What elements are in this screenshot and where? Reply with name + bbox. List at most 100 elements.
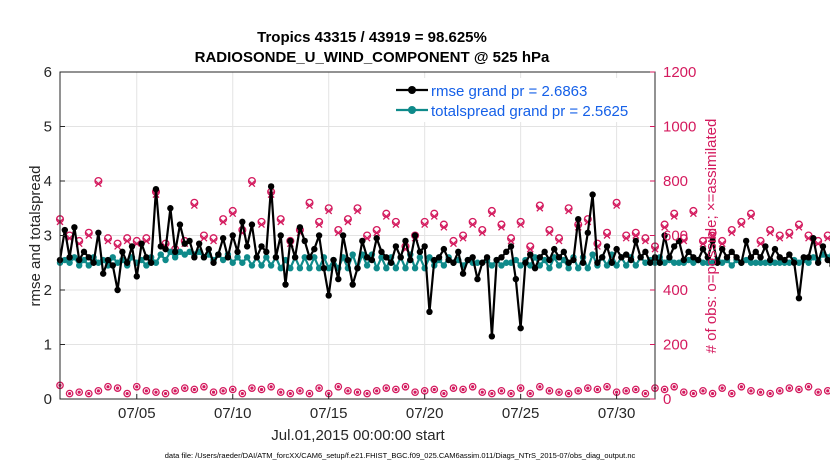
obs-assimilated-point	[450, 240, 457, 248]
obs-assimilated-point	[430, 212, 438, 220]
rmse-point	[311, 245, 318, 253]
rmse-point	[402, 237, 409, 245]
obs-low-assimilated-point	[567, 391, 571, 396]
rmse-point	[488, 333, 496, 340]
totalspread-point	[536, 262, 544, 269]
obs-assimilated-point	[785, 232, 793, 239]
obs-low-assimilated-point	[307, 391, 312, 396]
y2-tick-label: 1200	[663, 64, 696, 81]
obs-low-possible-point	[411, 388, 419, 397]
rmse-point	[728, 248, 735, 256]
obs-low-assimilated-point	[499, 389, 504, 393]
totalspread-point	[239, 259, 246, 266]
totalspread-point	[584, 265, 592, 272]
obs-assimilated-stroke	[219, 218, 227, 226]
rmse-point	[243, 243, 251, 250]
obs-assimilated-point	[123, 237, 131, 245]
obs-assimilated-stroke	[94, 180, 102, 188]
totalspread-point	[718, 259, 726, 266]
totalspread-point	[699, 259, 707, 266]
rmse-point	[162, 245, 169, 253]
rmse-point	[805, 254, 812, 261]
totalspread-point	[426, 254, 433, 261]
obs-low-possible-point	[334, 382, 343, 391]
obs-low-possible-point	[814, 388, 822, 397]
totalspread-point	[277, 265, 284, 272]
obs-low-possible-point	[152, 388, 160, 397]
obs-assimilated-stroke	[440, 223, 448, 231]
obs-low-possible-point	[94, 386, 103, 395]
obs-low-possible-point	[631, 385, 640, 394]
rmse-point	[248, 221, 256, 228]
totalspread-point	[267, 262, 275, 269]
obs-assimilated-point	[277, 218, 285, 226]
obs-low-assimilated-point	[758, 390, 763, 394]
obs-assimilated-stroke	[747, 212, 755, 220]
x-tick-label: 07/05	[118, 405, 156, 422]
rmse-point	[152, 185, 160, 193]
rmse-point	[656, 259, 663, 266]
rmse-point	[603, 243, 611, 250]
obs-low-possible-point	[123, 389, 132, 398]
legend-spread-label: totalspread grand pr = 2.5625	[431, 103, 628, 120]
obs-low-assimilated-point	[471, 385, 475, 389]
totalspread-point	[176, 248, 184, 256]
totalspread-point	[623, 262, 630, 269]
legend-spread-marker	[408, 106, 416, 114]
obs-assimilated-stroke	[805, 234, 813, 242]
obs-low-assimilated-point	[576, 389, 580, 393]
obs-low-possible-point	[535, 382, 544, 391]
obs-low-assimilated-point	[183, 386, 187, 390]
rmse-point	[176, 221, 184, 228]
totalspread-point	[392, 265, 400, 272]
rmse-point	[517, 324, 524, 332]
rmse-point	[397, 254, 404, 261]
rmse-point	[623, 251, 630, 258]
obs-assimilated-point	[670, 212, 678, 220]
x-tick-label: 07/15	[310, 405, 348, 422]
obs-assimilated-stroke	[565, 207, 573, 215]
obs-low-possible-point	[526, 389, 535, 398]
rmse-point	[114, 286, 121, 294]
rmse-point	[776, 254, 783, 261]
obs-assimilated-stroke	[478, 229, 486, 237]
obs-low-assimilated-point	[67, 391, 72, 396]
rmse-point	[123, 259, 131, 266]
rmse-point	[85, 254, 92, 261]
rmse-point	[219, 235, 227, 242]
obs-low-assimilated-point	[643, 391, 648, 396]
totalspread-point	[315, 265, 323, 272]
totalspread-point	[248, 262, 256, 269]
obs-assimilated-point	[488, 210, 496, 218]
obs-low-assimilated-point	[451, 386, 456, 390]
obs-low-possible-point	[468, 382, 477, 391]
rmse-point	[771, 245, 779, 253]
obs-low-possible-point	[353, 388, 362, 397]
totalspread-point	[742, 256, 750, 264]
rmse-point	[287, 237, 294, 245]
obs-low-assimilated-point	[787, 386, 791, 390]
obs-low-assimilated-point	[816, 390, 820, 394]
rmse-point	[781, 256, 788, 264]
obs-low-assimilated-point	[595, 387, 600, 392]
rmse-point	[718, 245, 726, 253]
obs-low-assimilated-point	[778, 389, 782, 393]
rmse-point	[359, 237, 366, 245]
y2-tick-label: 400	[663, 282, 688, 299]
totalspread-point	[243, 254, 251, 261]
obs-low-possible-point	[430, 385, 439, 394]
obs-low-possible-point	[344, 386, 352, 395]
rmse-point	[143, 254, 150, 261]
obs-assimilated-point	[219, 218, 227, 226]
rmse-point	[315, 232, 323, 239]
obs-low-possible-point	[747, 386, 755, 395]
chart-title: Tropics 43315 / 43919 = 98.625%	[257, 29, 487, 46]
obs-low-possible-point	[209, 388, 218, 397]
obs-assimilated-point	[776, 234, 784, 242]
obs-assimilated-point	[805, 234, 813, 242]
rmse-point	[200, 254, 208, 261]
x-tick-label: 07/20	[406, 405, 444, 422]
rmse-point	[440, 245, 448, 253]
obs-assimilated-point	[392, 221, 400, 229]
totalspread-point	[66, 259, 73, 266]
